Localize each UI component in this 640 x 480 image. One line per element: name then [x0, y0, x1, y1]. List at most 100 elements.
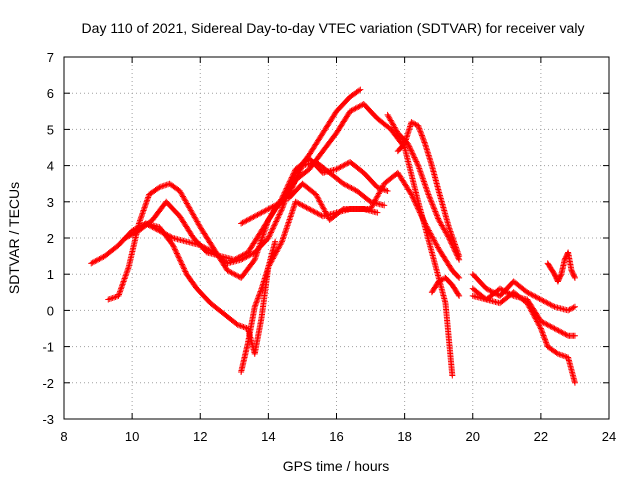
data-point-marker: [543, 321, 550, 328]
data-point-marker: [236, 253, 243, 260]
data-point-marker: [265, 206, 272, 213]
data-point-marker: [356, 103, 363, 110]
data-point-marker: [317, 211, 324, 218]
data-point-marker: [314, 210, 321, 217]
data-point-marker: [277, 210, 284, 217]
data-point-marker: [571, 332, 578, 339]
data-point-marker: [119, 282, 126, 289]
data-point-marker: [125, 265, 132, 272]
data-point-marker: [136, 219, 143, 226]
data-point-marker: [271, 222, 278, 229]
data-point-marker: [432, 208, 439, 215]
data-point-marker: [122, 274, 129, 281]
data-point-marker: [232, 271, 239, 278]
data-point-marker: [162, 182, 169, 189]
data-point-marker: [250, 214, 257, 221]
y-tick-label: 3: [47, 195, 54, 210]
data-point-marker: [415, 162, 422, 169]
data-point-marker: [121, 275, 128, 282]
data-point-marker: [173, 249, 180, 256]
data-point-marker: [541, 333, 548, 340]
data-point-marker: [411, 197, 418, 204]
data-point-marker: [417, 168, 424, 175]
data-point-marker: [234, 321, 241, 328]
data-point-marker: [340, 180, 347, 187]
data-point-marker: [337, 164, 344, 171]
data-point-marker: [92, 258, 99, 265]
data-point-marker: [179, 261, 186, 268]
data-point-marker: [235, 254, 242, 261]
data-point-marker: [559, 352, 566, 359]
data-point-marker: [177, 258, 184, 265]
data-point-marker: [425, 191, 432, 198]
data-point-marker: [526, 290, 533, 297]
data-point-marker: [139, 210, 146, 217]
data-point-marker: [290, 171, 297, 178]
data-point-marker: [455, 273, 462, 280]
data-point-marker: [433, 211, 440, 218]
data-point-marker: [265, 235, 272, 241]
data-point-marker: [156, 184, 163, 191]
data-point-marker: [409, 119, 416, 126]
data-point-marker: [275, 212, 282, 219]
data-point-marker: [418, 131, 425, 138]
data-point-marker: [410, 153, 417, 160]
data-point-marker: [231, 256, 238, 263]
data-point-marker: [540, 332, 547, 339]
data-point-marker: [255, 292, 262, 299]
data-point-marker: [539, 297, 546, 304]
data-point-marker: [278, 240, 285, 247]
data-point-marker: [497, 285, 503, 292]
data-point-marker: [266, 233, 273, 240]
data-point-marker: [296, 168, 303, 175]
data-point-marker: [313, 209, 320, 216]
data-point-marker: [450, 237, 457, 244]
data-point-marker: [145, 194, 152, 201]
data-point-marker: [175, 253, 182, 260]
data-point-marker: [286, 217, 293, 224]
data-point-marker: [566, 306, 573, 313]
data-point-marker: [427, 197, 434, 204]
data-point-marker: [334, 165, 341, 172]
data-point-marker: [422, 184, 429, 191]
data-point-marker: [285, 219, 292, 226]
data-point-marker: [383, 187, 390, 194]
data-point-marker: [256, 289, 263, 296]
data-point-marker: [141, 206, 148, 213]
data-point-marker: [427, 195, 434, 202]
data-point-marker: [283, 226, 290, 233]
data-point-marker: [430, 202, 437, 209]
data-point-marker: [548, 324, 555, 331]
data-point-marker: [256, 241, 263, 248]
data-point-marker: [267, 230, 274, 237]
data-point-marker: [106, 296, 113, 303]
data-point-marker: [546, 322, 553, 329]
data-point-marker: [277, 208, 284, 215]
data-point-marker: [419, 174, 426, 181]
data-point-marker: [547, 301, 554, 308]
data-point-marker: [286, 178, 293, 185]
data-point-marker: [256, 243, 263, 250]
data-point-marker: [290, 204, 297, 211]
data-point-marker: [414, 205, 421, 212]
data-point-marker: [554, 350, 561, 357]
data-point-marker: [251, 303, 258, 310]
data-point-marker: [423, 187, 430, 194]
data-point-marker: [415, 122, 422, 129]
data-point-marker: [433, 212, 440, 219]
data-point-marker: [409, 150, 416, 157]
data-point-marker: [176, 256, 183, 263]
data-point-marker: [528, 291, 535, 298]
data-point-marker: [571, 274, 578, 281]
data-point-marker: [562, 353, 569, 360]
data-point-marker: [543, 340, 550, 347]
data-point-marker: [567, 305, 574, 312]
data-point-marker: [232, 255, 239, 262]
data-point-marker: [418, 132, 425, 139]
data-point-marker: [172, 247, 179, 254]
data-point-marker: [120, 278, 127, 285]
data-point-marker: [285, 220, 292, 227]
data-point-marker: [541, 298, 548, 305]
data-point-marker: [438, 276, 445, 283]
data-point-marker: [348, 107, 355, 114]
